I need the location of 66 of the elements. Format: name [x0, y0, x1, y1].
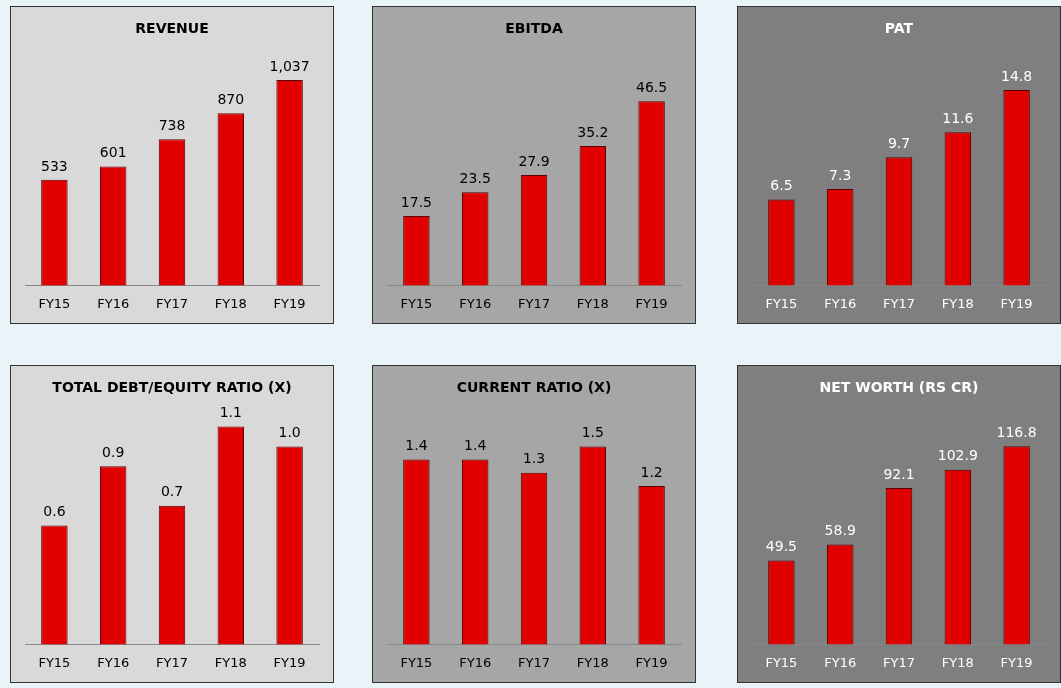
x-tick-label: FY15: [765, 654, 798, 670]
data-label: 27.9: [518, 152, 550, 169]
x-tick-label: FY17: [883, 295, 915, 311]
data-label: 35.2: [577, 123, 609, 140]
x-tick-label: FY19: [273, 654, 306, 670]
data-label: 23.5: [459, 169, 491, 186]
x-tick-label: FY15: [765, 295, 798, 311]
chart-title: TOTAL DEBT/EQUITY RATIO (X): [52, 379, 292, 396]
x-tick-label: FY15: [38, 295, 71, 311]
data-label: 0.7: [160, 483, 184, 500]
x-tick-label: FY15: [38, 654, 71, 670]
x-tick-label: FY18: [214, 654, 247, 670]
x-tick-label: FY17: [156, 654, 188, 670]
chart-title: REVENUE: [135, 20, 209, 37]
x-tick-label: FY16: [824, 295, 857, 311]
data-label: 601: [99, 144, 127, 161]
x-tick-label: FY17: [518, 654, 550, 670]
x-tick-label: FY16: [824, 654, 857, 670]
data-label: 1.4: [464, 437, 487, 454]
chart-title: CURRENT RATIO (X): [456, 379, 612, 396]
data-label: 6.5: [770, 177, 793, 194]
chart-title: PAT: [884, 20, 914, 37]
x-tick-label: FY19: [273, 295, 306, 311]
data-label: 102.9: [937, 447, 978, 464]
data-label: 49.5: [765, 538, 797, 555]
x-tick-label: FY15: [400, 654, 433, 670]
data-label: 870: [217, 90, 245, 107]
data-label: 14.8: [1001, 67, 1033, 84]
data-label: 9.7: [887, 135, 911, 151]
x-tick-label: FY16: [97, 295, 130, 311]
data-label: 92.1: [883, 465, 915, 482]
data-label: 1.4: [405, 437, 428, 454]
x-tick-label: FY19: [1000, 295, 1033, 311]
x-tick-label: FY16: [97, 654, 130, 670]
data-label: 1.5: [581, 424, 604, 441]
data-label: 1.3: [522, 450, 546, 467]
data-label: 116.8: [996, 423, 1037, 440]
data-label: 1,037: [269, 57, 310, 74]
data-label: 0.6: [43, 503, 66, 520]
x-tick-label: FY19: [635, 295, 668, 311]
x-tick-label: FY15: [400, 295, 433, 311]
x-tick-label: FY18: [941, 654, 974, 670]
x-tick-label: FY18: [214, 295, 247, 311]
chart-title: EBITDA: [505, 20, 563, 37]
x-tick-label: FY18: [576, 654, 609, 670]
x-tick-label: FY16: [459, 295, 492, 311]
x-tick-label: FY16: [459, 654, 492, 670]
data-label: 58.9: [824, 522, 856, 539]
data-label: 1.0: [278, 424, 301, 441]
x-tick-label: FY18: [941, 295, 974, 311]
x-tick-label: FY17: [883, 654, 915, 670]
chart-title: NET WORTH (RS CR): [819, 379, 979, 396]
data-label: 7.3: [829, 166, 852, 183]
x-tick-label: FY17: [518, 295, 550, 311]
data-label: 0.9: [102, 443, 125, 460]
data-label: 1.2: [640, 463, 663, 480]
data-label: 46.5: [636, 78, 668, 95]
x-tick-label: FY19: [1000, 654, 1033, 670]
data-label: 738: [158, 116, 186, 133]
data-label: 11.6: [942, 109, 974, 126]
data-label: 533: [41, 157, 68, 174]
x-tick-label: FY17: [156, 295, 188, 311]
x-tick-label: FY18: [576, 295, 609, 311]
data-label: 1.1: [219, 404, 242, 421]
x-tick-label: FY19: [635, 654, 668, 670]
data-label: 17.5: [400, 193, 432, 210]
